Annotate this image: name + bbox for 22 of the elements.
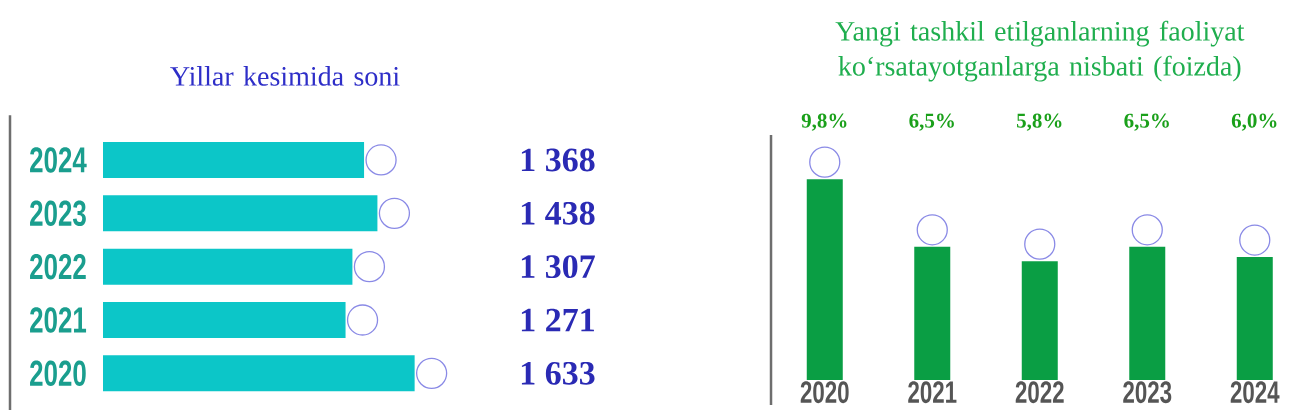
x-tick-label: 2024 [1230,381,1280,404]
data-label: 1 307 [521,255,595,279]
chart-title: Yangi tashkil etilganlarning faoliyat ko‘rsatayotganlarga nisbati (foizda) [835,20,1245,82]
y-tick-label: 2022 [30,253,86,280]
data-label: 6,0% [1231,113,1277,131]
x-tick-label: 2020 [800,381,849,404]
x-tick-label: 2021 [908,381,957,404]
x-tick-label: 2023 [1123,381,1172,404]
y-tick-label: 2023 [30,200,86,227]
data-label: 9,8% [801,113,847,131]
data-label: 1 368 [521,148,595,172]
y-tick-label: 2024 [30,147,87,173]
data-label: 6,5% [909,113,954,131]
data-label: 1 271 [521,308,594,332]
data-label: 1 633 [521,361,595,385]
chart-title: Yillar kesimida soni [170,66,400,86]
data-label: 1 438 [521,201,595,225]
data-label: 5,8% [1016,113,1062,131]
y-tick-label: 2021 [30,307,87,333]
data-label: 6,5% [1124,113,1169,131]
x-tick-label: 2022 [1015,381,1064,404]
y-tick-label: 2020 [30,360,86,387]
